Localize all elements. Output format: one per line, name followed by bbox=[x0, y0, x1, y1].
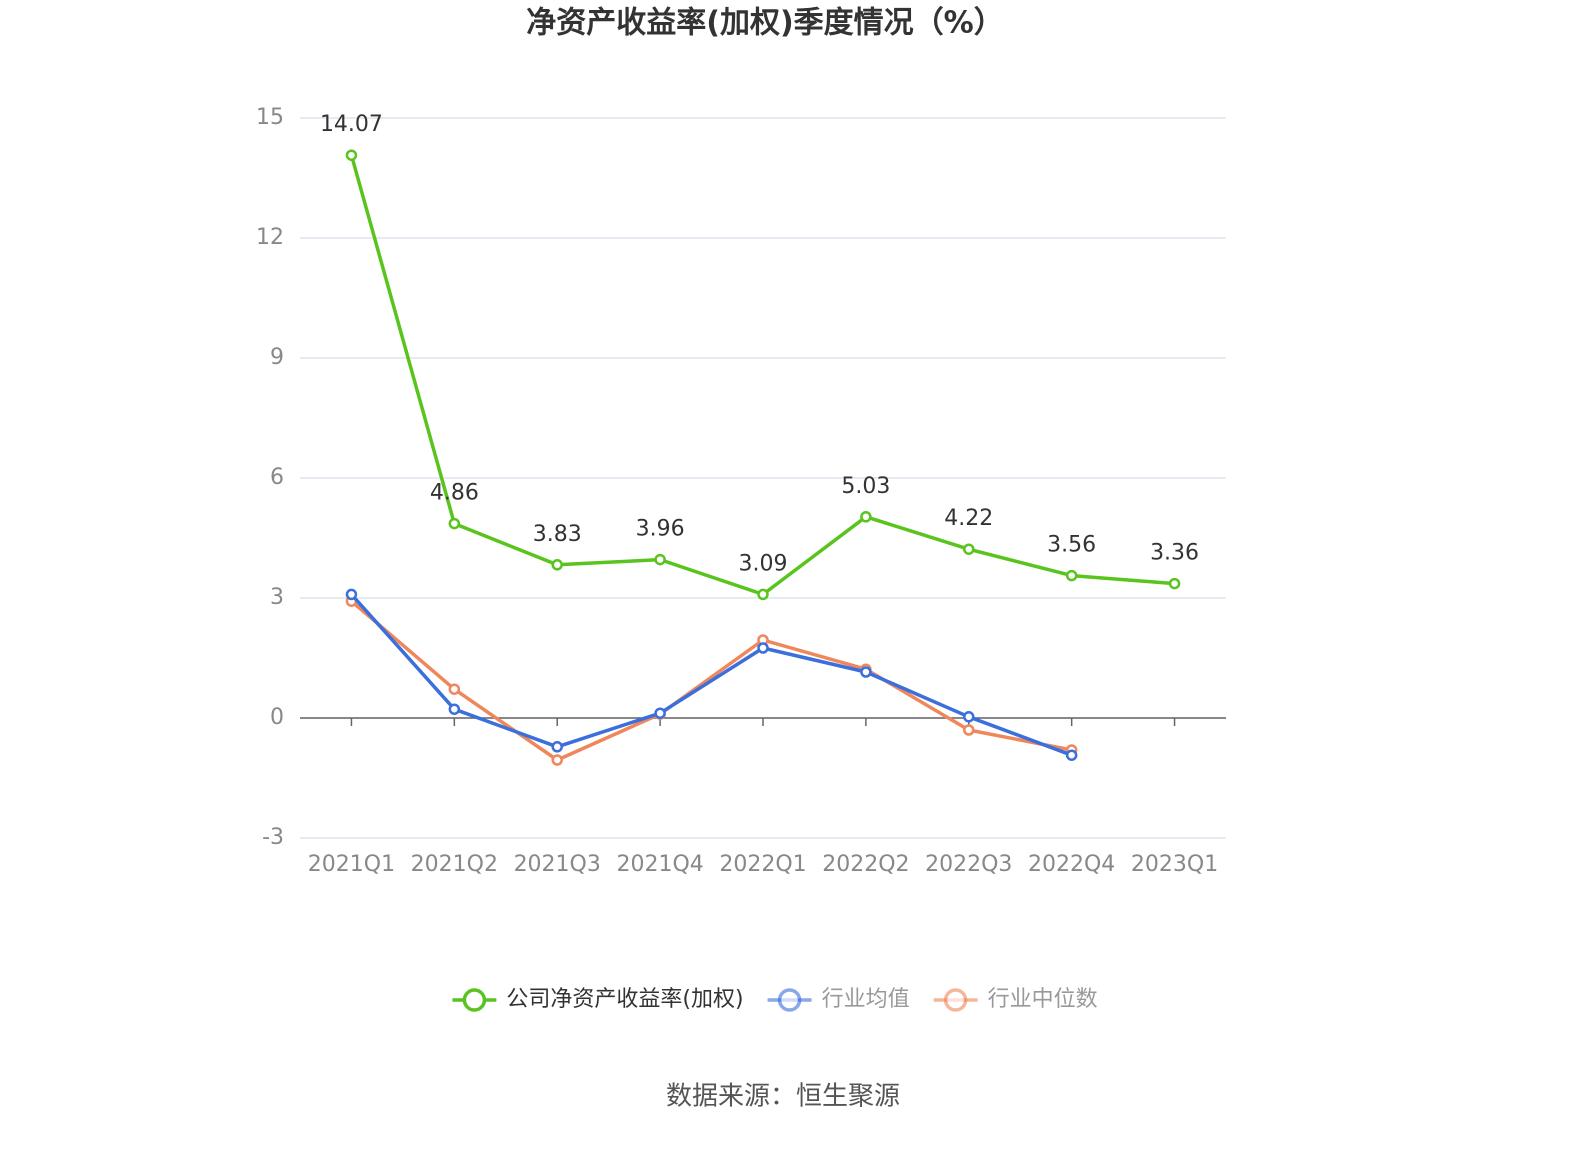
data-point bbox=[860, 666, 872, 678]
source-note: 数据来源：恒生聚源 bbox=[666, 1082, 900, 1112]
data-point bbox=[448, 683, 461, 695]
y-tick-label: 9 bbox=[270, 345, 284, 370]
data-point bbox=[654, 707, 666, 719]
data-point bbox=[1065, 569, 1078, 582]
x-tick-label: 2022Q3 bbox=[925, 852, 1012, 877]
data-point bbox=[448, 517, 461, 530]
x-tick-label: 2021Q1 bbox=[308, 852, 395, 877]
legend: 公司净资产收益率(加权) 行业均值 行业中位数 bbox=[452, 987, 1098, 1012]
data-point bbox=[345, 588, 358, 601]
legend-label: 行业均值 bbox=[822, 987, 910, 1012]
x-tick-label: 2021Q3 bbox=[514, 852, 601, 877]
data-point bbox=[654, 553, 666, 566]
data-point bbox=[551, 741, 563, 753]
data-point bbox=[1065, 749, 1078, 761]
data-label: 3.96 bbox=[636, 517, 685, 542]
x-tick-label: 2021Q4 bbox=[616, 852, 703, 877]
data-label: 4.86 bbox=[430, 481, 479, 506]
data-point bbox=[963, 724, 975, 736]
y-tick-label: -3 bbox=[262, 825, 284, 850]
legend-label: 公司净资产收益率(加权) bbox=[506, 987, 743, 1012]
data-point bbox=[860, 511, 872, 523]
data-point bbox=[345, 149, 358, 161]
y-tick-label: 12 bbox=[256, 225, 284, 250]
data-point bbox=[551, 754, 563, 766]
legend-marker bbox=[943, 988, 968, 1012]
y-tick-label: 0 bbox=[270, 705, 284, 730]
x-tick-label: 2022Q4 bbox=[1028, 852, 1115, 877]
data-point bbox=[551, 559, 563, 571]
data-label: 3.56 bbox=[1047, 533, 1096, 558]
legend-label: 行业中位数 bbox=[988, 987, 1098, 1012]
data-label: 3.83 bbox=[533, 522, 582, 547]
data-point bbox=[1168, 577, 1181, 590]
x-tick-label: 2022Q1 bbox=[719, 852, 806, 877]
data-point bbox=[963, 711, 975, 723]
data-point bbox=[757, 642, 769, 654]
legend-marker bbox=[462, 988, 487, 1012]
data-point bbox=[757, 588, 769, 601]
chart-title: 净资产收益率(加权)季度情况（%） bbox=[526, 6, 1003, 41]
y-tick-label: 6 bbox=[270, 465, 284, 490]
series-line bbox=[350, 599, 1073, 762]
x-tick-label: 2022Q2 bbox=[822, 852, 909, 877]
data-label: 3.36 bbox=[1150, 541, 1199, 566]
data-point bbox=[963, 543, 975, 555]
series-line bbox=[349, 154, 1175, 597]
data-label: 14.07 bbox=[320, 112, 383, 137]
y-tick-label: 3 bbox=[270, 585, 284, 610]
data-point bbox=[448, 703, 461, 715]
legend-marker bbox=[777, 988, 802, 1012]
series-line bbox=[350, 593, 1073, 757]
y-tick-label: 15 bbox=[256, 105, 284, 130]
data-label: 5.03 bbox=[841, 474, 890, 499]
data-label: 4.22 bbox=[944, 506, 993, 531]
data-label: 3.09 bbox=[739, 551, 788, 576]
x-tick-label: 2021Q2 bbox=[411, 852, 498, 877]
x-tick-label: 2023Q1 bbox=[1131, 852, 1218, 877]
